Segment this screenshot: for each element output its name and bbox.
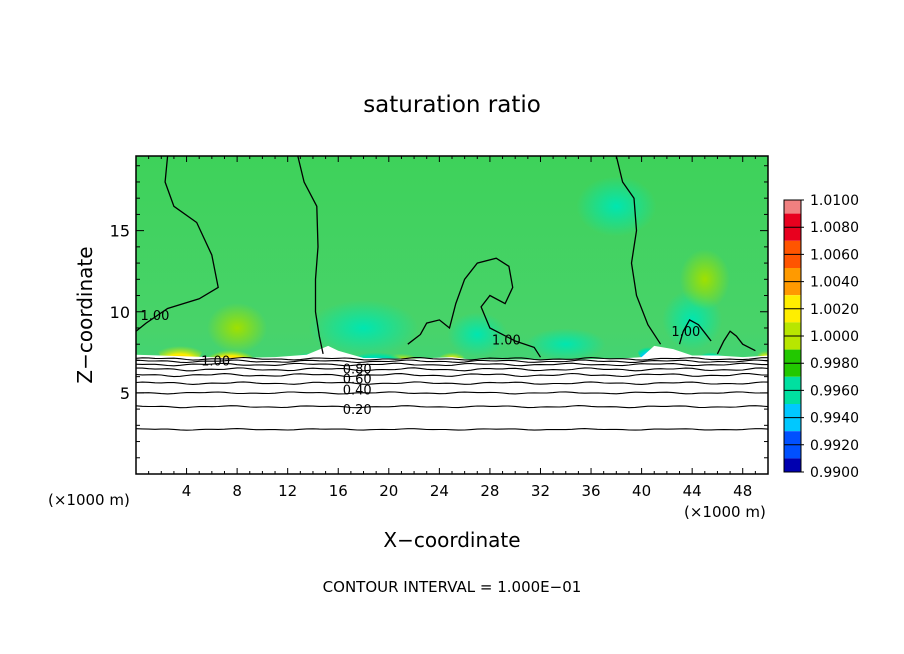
contour-line <box>135 155 219 332</box>
contour-label: 1.00 <box>671 325 700 340</box>
x-tick-label: 36 <box>581 482 600 500</box>
contour-line <box>615 155 662 345</box>
contour-line <box>135 359 769 364</box>
x-axis: 4 8 12 16 20 24 28 32 36 40 44 48 <box>148 156 756 500</box>
contour-label: 0.80 <box>343 363 372 378</box>
contour-line <box>136 367 769 372</box>
y-tick-label: 5 <box>120 384 130 403</box>
colorbar-label: 1.0020 <box>810 302 859 318</box>
colorbar: 1.0100 1.0080 1.0060 1.0040 1.0020 1.0000 0.99… <box>783 193 859 481</box>
colorbar-label: 0.9940 <box>810 411 859 427</box>
contour-lines <box>135 155 769 431</box>
plot-area: 1.001.001.001.000.800.600.400.20 4 8 12 16 2… <box>110 155 769 500</box>
colorbar-label: 1.0100 <box>810 193 859 209</box>
contour-line <box>135 356 768 361</box>
x-tick-label: 32 <box>531 482 550 500</box>
dry-layer-region <box>136 345 768 474</box>
moist-plume <box>525 328 606 361</box>
contour-line <box>135 362 768 367</box>
contour-line <box>135 381 769 385</box>
contour-label: 0.60 <box>343 372 372 387</box>
x-tick-label: 8 <box>232 482 242 500</box>
x-tick-label: 20 <box>379 482 398 500</box>
contour-labels: 1.00 1.00 1.00 1.00 0.800.600.40 0.20 <box>140 309 700 418</box>
contour-label: 1.00 <box>201 354 230 369</box>
contour-label: 1.00 <box>492 333 521 348</box>
contour-label: 0.40 <box>343 384 372 399</box>
y-tick-label: 15 <box>110 222 130 241</box>
moist-plume <box>576 176 657 237</box>
contour-line <box>678 319 712 345</box>
x-unit-left: (×1000 m) <box>48 491 130 509</box>
colorbar-label: 0.9960 <box>810 383 859 399</box>
contour-line <box>135 391 769 395</box>
colorbar-label: 0.9980 <box>810 356 859 372</box>
contour-line <box>135 405 769 409</box>
y-tick-label: 10 <box>110 303 130 322</box>
x-tick-label: 4 <box>182 482 192 500</box>
x-tick-label: 28 <box>480 482 499 500</box>
contour-line <box>716 330 756 355</box>
x-tick-label: 12 <box>278 482 297 500</box>
x-tick-label: 24 <box>430 482 449 500</box>
colorbar-label: 1.0080 <box>810 220 859 236</box>
x-tick-label: 16 <box>329 482 348 500</box>
contour-label: 1.00 <box>140 309 169 324</box>
colorbar-band <box>784 458 801 472</box>
moist-plume <box>308 299 419 356</box>
y-axis-label: Z−coordinate <box>73 246 97 383</box>
x-unit-right: (×1000 m) <box>684 503 766 521</box>
x-tick-label: 48 <box>733 482 752 500</box>
color-field <box>136 156 768 474</box>
colorbar-label: 0.9920 <box>810 438 859 454</box>
contour-line <box>297 155 324 355</box>
colorbar-label: 1.0060 <box>810 247 859 263</box>
warm-plume <box>679 249 730 310</box>
chart-title: saturation ratio <box>363 92 541 118</box>
colorbar-band <box>784 200 801 214</box>
x-tick-label: 40 <box>632 482 651 500</box>
contour-line <box>135 372 769 378</box>
colorbar-label: 0.9900 <box>810 465 859 481</box>
moist-plume <box>447 312 508 357</box>
y-axis: 5 10 15 <box>110 165 768 459</box>
contour-line <box>135 428 769 431</box>
warm-plume <box>207 302 268 353</box>
colorbar-label: 1.0000 <box>810 329 859 345</box>
contour-label: 0.20 <box>343 403 372 418</box>
x-axis-label: X−coordinate <box>383 528 520 552</box>
colorbar-label: 1.0040 <box>810 275 859 291</box>
x-tick-label: 44 <box>683 482 702 500</box>
contour-interval-note: CONTOUR INTERVAL = 1.000E−01 <box>323 578 582 596</box>
contour-line <box>407 257 542 358</box>
